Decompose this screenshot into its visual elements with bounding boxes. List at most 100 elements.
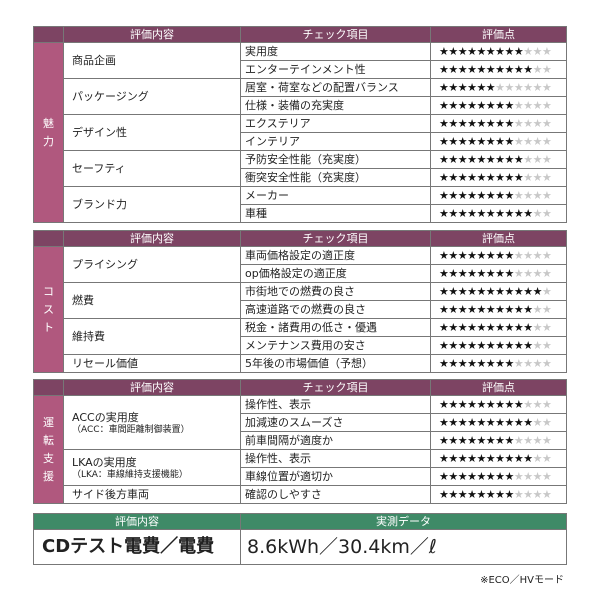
evaluation-item: ACCの実用度 （ACC：車間距離制御装置） (63, 395, 241, 450)
empty-stars-icon: ★★★ (523, 171, 552, 184)
table-row: 燃費 市街地での燃費の良さ ★★★★★★★★★★★★ (34, 282, 567, 319)
item-label: ブランド力 (72, 198, 127, 211)
filled-stars-icon: ★★★★★★★★ (439, 135, 514, 148)
empty-stars-icon: ★★ (532, 416, 552, 429)
empty-stars-icon: ★★★★ (513, 99, 552, 112)
table-row: 衝突安全性能（充実度） ★★★★★★★★★★★★ (34, 168, 567, 187)
evaluation-item: プライシング (63, 246, 241, 283)
check-item: 操作性、表示 (240, 449, 431, 468)
table-row: 加減速のスムーズさ ★★★★★★★★★★★★ (34, 413, 567, 432)
filled-stars-icon: ★★★★★★★★★★ (439, 63, 533, 76)
item-sublabel: （LKA：車線維持支援機能） (72, 469, 188, 480)
filled-stars-icon: ★★★★★★★★★★ (439, 207, 533, 220)
empty-stars-icon: ★★ (532, 321, 552, 334)
check-item: 確認のしやすさ (240, 485, 431, 504)
evaluation-item: ブランド力 (63, 186, 241, 223)
header-check: チェック項目 (240, 26, 431, 43)
item-label: デザイン性 (72, 126, 127, 139)
table-row: LKAの実用度 （LKA：車線維持支援機能） 操作性、表示 ★★★★★★★★★★★★ (34, 449, 567, 486)
empty-stars-icon: ★★★★★★ (495, 81, 552, 94)
filled-stars-icon: ★★★★★★★★★ (439, 45, 524, 58)
table-row: セーフティ 予防安全性能（充実度） ★★★★★★★★★★★★ (34, 150, 567, 187)
item-label: ACCの実用度 (72, 410, 139, 424)
check-item: 操作性、表示 (240, 395, 431, 414)
header-score: 評価点 (430, 379, 567, 396)
evaluation-item: サイド後方車両 (63, 485, 241, 504)
table-row: コストプライシング 車両価格設定の適正度 ★★★★★★★★★★★★ (33, 246, 567, 373)
empty-stars-icon: ★★★★ (513, 117, 552, 130)
check-item: エンターテインメント性 (240, 60, 431, 79)
empty-stars-icon: ★★★ (523, 45, 552, 58)
driving-support-section: 評価内容 チェック項目 評価点運転支援 ACCの実用度 （ACC：車間距離制御装置） 操作… (33, 379, 567, 504)
empty-stars-icon: ★★ (532, 63, 552, 76)
check-item: 加減速のスムーズさ (240, 413, 431, 432)
star-rating: ★★★★★★★★★★★★ (430, 150, 567, 169)
star-rating: ★★★★★★★★★★★★ (430, 132, 567, 151)
check-item: エクステリア (240, 114, 431, 133)
section-side-label: 運転支援 (33, 395, 64, 504)
check-item: 5年後の市場価値（予想） (240, 354, 431, 373)
check-item: 衝突安全性能（充実度） (240, 168, 431, 187)
item-label: セーフティ (72, 162, 126, 175)
check-item: メーカー (240, 186, 431, 205)
filled-stars-icon: ★★★★★★★★ (439, 470, 514, 483)
check-item: 居室・荷室などの配置バランス (240, 78, 431, 97)
star-rating: ★★★★★★★★★★★★ (430, 467, 567, 486)
empty-stars-icon: ★★★★ (513, 267, 552, 280)
item-label: リセール価値 (72, 357, 138, 370)
header-item: 評価内容 (63, 379, 241, 396)
star-rating: ★★★★★★★★★★★★ (430, 485, 567, 504)
check-item: インテリア (240, 132, 431, 151)
filled-stars-icon: ★★★★★★★★★ (439, 398, 524, 411)
header-check: チェック項目 (240, 379, 431, 396)
table-row: メンテナンス費用の安さ ★★★★★★★★★★★★ (34, 336, 567, 355)
check-item: 市街地での燃費の良さ (240, 282, 431, 301)
star-rating: ★★★★★★★★★★★★ (430, 300, 567, 319)
header-item: 評価内容 (63, 26, 241, 43)
empty-stars-icon: ★★★★ (513, 434, 552, 447)
check-item: 税金・諸費用の低さ・優遇 (240, 318, 431, 337)
star-rating: ★★★★★★★★★★★★ (430, 431, 567, 450)
table-row: 仕様・装備の充実度 ★★★★★★★★★★★★ (34, 96, 567, 115)
filled-stars-icon: ★★★★★★★★ (439, 434, 514, 447)
star-rating: ★★★★★★★★★★★★ (430, 318, 567, 337)
check-item: 実用度 (240, 42, 431, 61)
measure-value: 8.6kWh／30.4km／ℓ (240, 529, 567, 565)
section-header-row: 評価内容 チェック項目 評価点 (33, 230, 567, 247)
star-rating: ★★★★★★★★★★★★ (430, 78, 567, 97)
measure-header-item: 評価内容 (33, 513, 241, 530)
table-row: 維持費 税金・諸費用の低さ・優遇 ★★★★★★★★★★★★ (34, 318, 567, 355)
star-rating: ★★★★★★★★★★★★ (430, 204, 567, 223)
header-item: 評価内容 (63, 230, 241, 247)
table-row: パッケージング 居室・荷室などの配置バランス ★★★★★★★★★★★★ (34, 78, 567, 115)
check-item: 仕様・装備の充実度 (240, 96, 431, 115)
empty-stars-icon: ★★★★ (513, 135, 552, 148)
side-char: ト (43, 320, 54, 334)
header-blank (33, 26, 64, 43)
empty-stars-icon: ★ (541, 285, 552, 298)
filled-stars-icon: ★★★★★★★★★★ (439, 339, 533, 352)
check-item: 車線位置が適切か (240, 467, 431, 486)
header-blank (33, 379, 64, 396)
evaluation-item: デザイン性 (63, 114, 241, 151)
star-rating: ★★★★★★★★★★★★ (430, 186, 567, 205)
section-header-row: 評価内容 チェック項目 評価点 (33, 379, 567, 396)
section-side-label: 魅力 (33, 42, 64, 223)
empty-stars-icon: ★★ (532, 452, 552, 465)
evaluation-item: 維持費 (63, 318, 241, 355)
measurement-section: 評価内容 実測データ CDテスト電費／電費 8.6kWh／30.4km／ℓ (33, 513, 567, 565)
check-item: 予防安全性能（充実度） (240, 150, 431, 169)
empty-stars-icon: ★★★★ (513, 470, 552, 483)
evaluation-item: リセール価値 (63, 354, 241, 373)
table-row: サイド後方車両 確認のしやすさ ★★★★★★★★★★★★ (34, 485, 567, 504)
side-char: 援 (43, 469, 54, 483)
filled-stars-icon: ★★★★★★★★ (439, 267, 514, 280)
evaluation-item: LKAの実用度 （LKA：車線維持支援機能） (63, 449, 241, 486)
table-row: デザイン性 エクステリア ★★★★★★★★★★★★ (34, 114, 567, 151)
table-row: ブランド力 メーカー ★★★★★★★★★★★★ (34, 186, 567, 223)
evaluation-item: 商品企画 (63, 42, 241, 79)
side-char: 転 (43, 433, 54, 447)
header-score: 評価点 (430, 26, 567, 43)
measure-header-value: 実測データ (240, 513, 567, 530)
empty-stars-icon: ★★★ (523, 398, 552, 411)
